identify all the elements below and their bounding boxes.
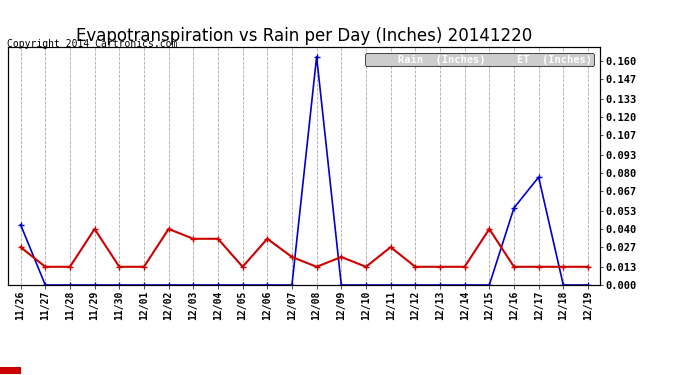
Text: Copyright 2014 Cartronics.com: Copyright 2014 Cartronics.com: [7, 39, 177, 50]
Title: Evapotranspiration vs Rain per Day (Inches) 20141220: Evapotranspiration vs Rain per Day (Inch…: [76, 27, 533, 45]
Legend: Rain  (Inches), ET  (Inches): Rain (Inches), ET (Inches): [365, 53, 594, 66]
